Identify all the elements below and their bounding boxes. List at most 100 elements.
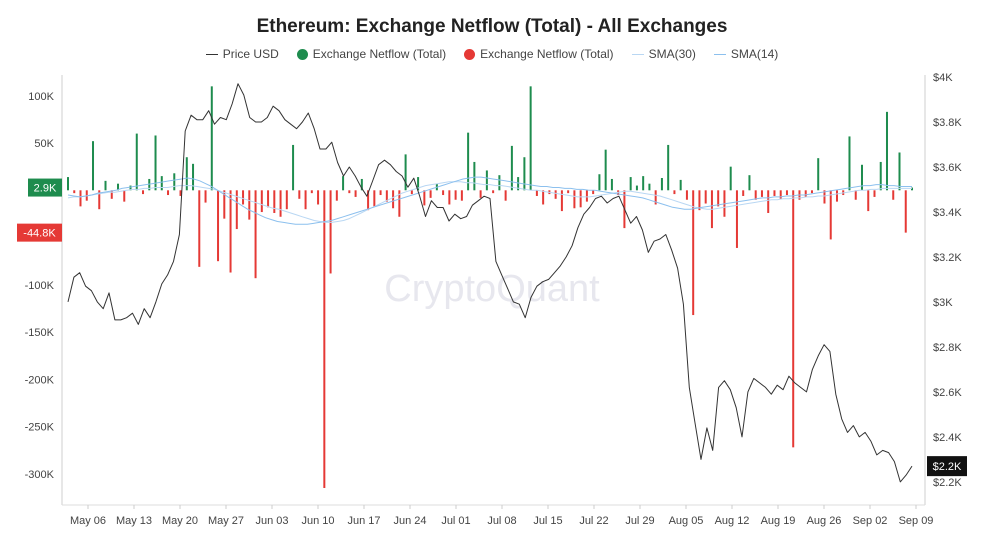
netflow-bar-negative	[810, 190, 813, 194]
x-tick-label: Sep 09	[899, 515, 934, 527]
netflow-bar-negative	[410, 190, 413, 195]
netflow-bar-negative	[592, 190, 595, 195]
netflow-bar-positive	[485, 170, 488, 191]
netflow-bar-negative	[704, 190, 707, 204]
netflow-bar-negative	[442, 190, 445, 196]
netflow-bar-negative	[392, 190, 395, 209]
netflow-bar-positive	[417, 177, 420, 191]
netflow-bar-positive	[154, 135, 157, 191]
netflow-bar-negative	[123, 190, 126, 202]
netflow-bar-positive	[160, 176, 163, 191]
netflow-bar-positive	[185, 157, 188, 191]
x-tick-label: Aug 05	[669, 515, 704, 527]
netflow-bar-positive	[529, 86, 532, 191]
netflow-bar-positive	[898, 152, 901, 191]
price-badge	[927, 456, 967, 477]
netflow-bar-positive	[679, 179, 682, 191]
price-badge-label: $2.2K	[933, 461, 962, 473]
netflow-bar-positive	[523, 157, 526, 191]
legend-item-sma14[interactable]: SMA(14)	[713, 47, 778, 61]
sma14-line-swatch-icon	[713, 53, 726, 55]
netflow-bar-negative	[692, 190, 695, 316]
y-right-tick-label: $2.4K	[933, 432, 962, 444]
netflow-bar-negative	[285, 190, 288, 210]
netflow-bar-negative	[454, 190, 457, 200]
netflow-bar-negative	[298, 190, 301, 199]
netflow-bar-positive	[604, 149, 607, 191]
netflow-bar-positive	[517, 177, 520, 191]
netflow-bar-positive	[848, 136, 851, 191]
netflow-bar-positive	[667, 144, 670, 191]
legend-item-sma30[interactable]: SMA(30)	[631, 47, 696, 61]
x-tick-label: May 13	[116, 515, 152, 527]
x-tick-label: Jun 10	[301, 515, 334, 527]
green-dot-icon	[296, 48, 308, 60]
netflow-bar-positive	[148, 178, 151, 191]
netflow-bar-negative	[573, 190, 576, 209]
x-tick-label: May 27	[208, 515, 244, 527]
netflow-negative-badge	[17, 223, 62, 242]
netflow-bar-positive	[292, 144, 295, 191]
value-badges: 2.9K -44.8K $2.2K	[17, 178, 967, 477]
red-dot-icon	[464, 48, 476, 60]
netflow-bar-negative	[904, 190, 907, 233]
netflow-bar-negative	[379, 190, 382, 196]
netflow-bar-negative	[673, 190, 676, 195]
netflow-bar-positive	[610, 178, 613, 191]
chart-legend: Price USD Exchange Netflow (Total) Excha…	[0, 47, 984, 61]
y-right-tick-label: $3.8K	[933, 117, 962, 129]
netflow-bar-positive	[404, 154, 407, 191]
netflow-bar-positive	[748, 175, 751, 191]
price-line-swatch-icon	[205, 53, 218, 55]
watermark: CryptoQuant	[384, 268, 600, 310]
axes: 100K 50K -100K -150K -200K -250K -300K $4K $3.8K…	[25, 72, 963, 527]
netflow-bar-negative	[685, 190, 688, 200]
netflow-bar-negative	[654, 190, 657, 205]
x-tick-label: Jul 01	[441, 515, 470, 527]
netflow-bar-negative	[223, 190, 226, 219]
y-left-tick-label: -300K	[25, 469, 55, 481]
legend-item-price[interactable]: Price USD	[205, 47, 279, 61]
netflow-bar-negative	[229, 190, 232, 273]
netflow-bar-positive	[642, 176, 645, 191]
sma30-line	[67, 181, 912, 223]
y-left-tick-label: -150K	[25, 327, 55, 339]
netflow-bar-negative	[735, 190, 738, 248]
x-tick-label: Jun 24	[393, 515, 426, 527]
netflow-bar-negative	[267, 190, 270, 208]
netflow-bar-negative	[785, 190, 788, 196]
netflow-bar-negative	[248, 190, 251, 220]
netflow-bar-negative	[554, 190, 557, 199]
netflow-bar-negative	[217, 190, 220, 262]
sma14-line	[67, 176, 912, 225]
x-tick-label: May 20	[162, 515, 198, 527]
netflow-bar-negative	[398, 190, 401, 217]
y-right-tick-label: $3K	[933, 297, 953, 309]
netflow-bar-negative	[479, 190, 482, 198]
netflow-bar-negative	[423, 190, 426, 206]
x-tick-label: Jun 17	[347, 515, 380, 527]
netflow-bar-negative	[142, 190, 145, 195]
netflow-bar-positive	[911, 187, 913, 191]
price-line	[67, 83, 913, 483]
y-left-tick-label: 50K	[34, 138, 54, 150]
netflow-bar-positive	[173, 173, 176, 191]
netflow-bar-negative	[373, 190, 376, 207]
netflow-bar-positive	[635, 185, 638, 191]
netflow-bar-negative	[767, 190, 770, 213]
netflow-bar-positive	[67, 177, 69, 191]
legend-item-netflow-positive[interactable]: Exchange Netflow (Total)	[296, 47, 447, 61]
legend-item-netflow-negative[interactable]: Exchange Netflow (Total)	[464, 47, 614, 61]
legend-label-netflow-positive: Exchange Netflow (Total)	[312, 47, 447, 61]
netflow-bar-positive	[648, 183, 651, 191]
y-left-tick-label: 100K	[28, 91, 54, 103]
netflow-bar-negative	[754, 190, 757, 200]
netflow-bar-negative	[329, 190, 332, 274]
netflow-bar-positive	[467, 132, 470, 191]
x-tick-label: Jun 03	[255, 515, 288, 527]
netflow-positive-badge-label: 2.9K	[34, 183, 57, 195]
netflow-bar-negative	[198, 190, 201, 267]
series-lines	[67, 83, 913, 483]
netflow-bar-negative	[760, 190, 763, 197]
